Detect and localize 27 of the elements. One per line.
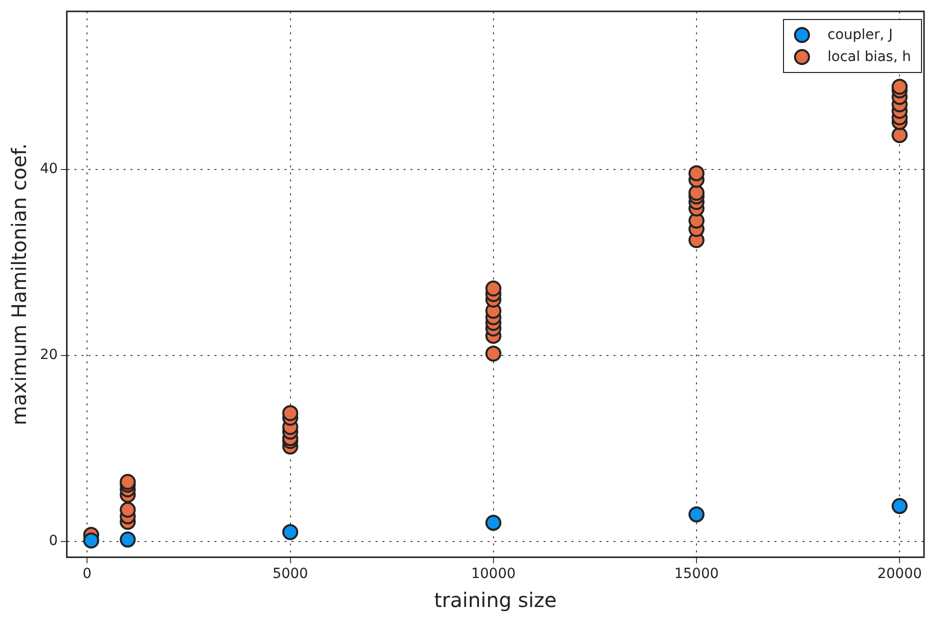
x-tick-label: 10000 xyxy=(471,566,516,582)
x-tick-label: 0 xyxy=(82,566,92,582)
y-tick-label: 40 xyxy=(40,161,58,178)
x-tick-label: 20000 xyxy=(877,566,922,582)
point xyxy=(892,498,908,514)
point xyxy=(892,127,908,144)
y-tick-label: 0 xyxy=(48,533,58,550)
legend-label: coupler, J xyxy=(828,27,893,44)
legend-label: local bias, h xyxy=(828,49,911,66)
point xyxy=(282,524,298,540)
point xyxy=(120,532,136,548)
point xyxy=(120,474,136,490)
point xyxy=(688,165,704,182)
x-tick-label: 5000 xyxy=(272,566,308,582)
point xyxy=(282,405,298,422)
x-axis-title: training size xyxy=(434,588,557,612)
y-tick-label: 20 xyxy=(40,347,58,364)
point xyxy=(485,346,502,362)
point xyxy=(120,502,136,518)
point xyxy=(688,184,704,201)
point xyxy=(892,78,908,95)
x-tick-label: 15000 xyxy=(674,566,719,582)
point xyxy=(688,506,704,522)
point xyxy=(485,280,502,296)
point xyxy=(83,532,100,548)
point xyxy=(485,514,502,531)
y-axis-title: maximum Hamiltonian coef. xyxy=(7,143,32,426)
